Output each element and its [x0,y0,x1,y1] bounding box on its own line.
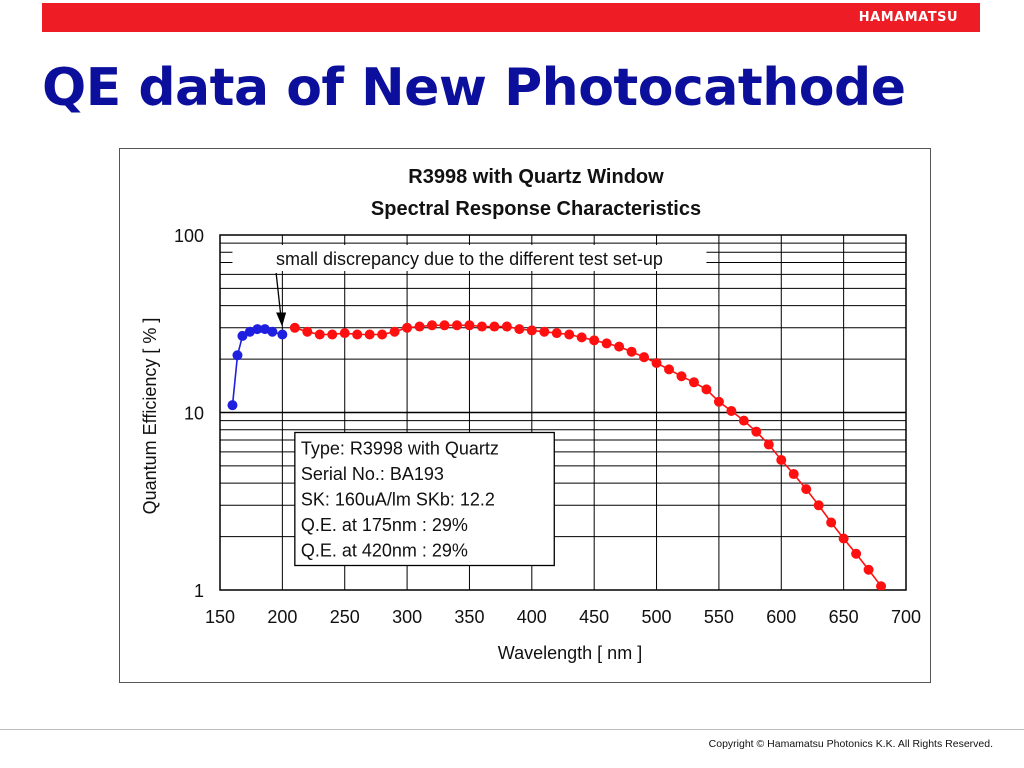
x-tick-label: 500 [642,607,672,627]
data-point [763,439,774,450]
data-point [664,364,675,375]
data-point [801,484,812,495]
data-point [601,338,612,349]
data-point [726,405,737,416]
data-point [277,329,288,340]
data-point [626,346,637,357]
data-point [676,371,687,382]
qe-chart: R3998 with Quartz Window Spectral Respon… [140,166,921,663]
data-point [339,328,350,339]
x-tick-label: 550 [704,607,734,627]
x-tick-label: 400 [517,607,547,627]
x-tick-label: 650 [829,607,859,627]
data-point [237,330,248,341]
annotation-bg [232,245,707,271]
data-point [776,455,787,466]
chart-frame: R3998 with Quartz Window Spectral Respon… [119,148,931,683]
data-point [826,517,837,528]
footer-divider [0,729,1024,730]
data-point [414,321,425,332]
data-point [863,564,874,575]
data-point [688,377,699,388]
data-point [439,320,450,331]
data-point [639,352,650,363]
data-point [851,548,862,559]
info-line: Serial No.: BA193 [301,464,444,484]
copyright-text: Copyright © Hamamatsu Photonics K.K. All… [708,738,993,750]
data-point [813,500,824,511]
data-point [713,396,724,407]
x-tick-label: 700 [891,607,921,627]
x-tick-label: 350 [454,607,484,627]
data-point [302,326,313,337]
annotation-text: small discrepancy due to the different t… [276,249,663,269]
data-point [589,335,600,346]
data-point [427,320,438,331]
y-axis-label: Quantum Efficiency [ % ] [140,318,160,515]
data-point [501,321,512,332]
data-point [352,329,363,340]
data-point [551,328,562,339]
arrow-head [276,312,287,327]
data-point [514,324,525,335]
data-point [389,326,400,337]
info-line: SK: 160uA/lm SKb: 12.2 [301,490,495,510]
data-point [526,325,537,336]
y-tick-label: 1 [194,581,204,601]
data-point [314,329,325,340]
x-tick-label: 200 [267,607,297,627]
info-line: Q.E. at 420nm : 29% [301,541,468,561]
x-tick-label: 150 [205,607,235,627]
data-point [489,321,500,332]
header-bar: HAMAMATSU [42,3,980,32]
data-point [701,384,712,395]
data-point [564,329,575,340]
x-tick-label: 250 [330,607,360,627]
data-point [838,533,849,544]
data-point [751,426,762,437]
data-point [576,332,587,343]
brand-logo: HAMAMATSU [858,10,958,25]
data-point [267,326,278,337]
data-point [738,415,749,426]
slide-title: QE data of New Photocathode [42,58,906,118]
info-line: Type: R3998 with Quartz [301,439,499,459]
chart-subtitle: Spectral Response Characteristics [371,198,701,220]
data-point [539,326,550,337]
data-point [614,341,625,352]
info-line: Q.E. at 175nm : 29% [301,515,468,535]
data-point [876,581,887,590]
data-point [377,329,388,340]
y-tick-label: 100 [174,226,204,246]
data-point [651,358,662,369]
y-tick-label: 10 [184,404,204,424]
data-point [476,321,487,332]
x-tick-label: 600 [766,607,796,627]
data-point [232,350,243,361]
data-point [451,320,462,331]
annotation-arrow [275,272,282,319]
data-point [289,322,300,333]
x-axis-label: Wavelength [ nm ] [498,643,642,663]
data-point [252,324,263,335]
info-box [294,431,555,567]
x-tick-label: 450 [579,607,609,627]
data-point [464,320,475,331]
data-point [227,400,238,411]
data-point [402,322,413,333]
data-point [788,469,799,480]
data-point [327,329,338,340]
data-point [364,329,375,340]
chart-title: R3998 with Quartz Window [408,166,664,188]
x-tick-label: 300 [392,607,422,627]
